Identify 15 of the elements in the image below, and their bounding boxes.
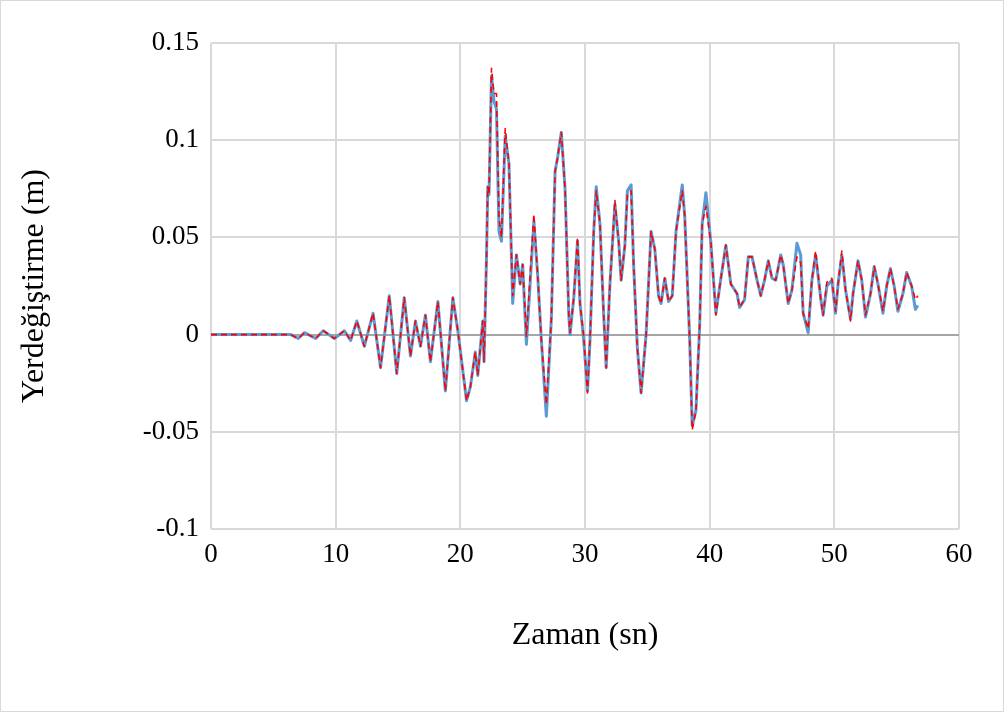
y-tick-label: 0.15	[151, 26, 199, 57]
x-tick-label: 30	[571, 538, 599, 569]
x-tick-label: 20	[446, 538, 474, 569]
x-axis-title: Zaman (sn)	[511, 615, 659, 652]
x-tick-label: 0	[204, 538, 218, 569]
y-tick-label: -0.05	[142, 414, 199, 445]
y-tick-label: 0.05	[151, 220, 199, 251]
y-tick-label: 0.1	[165, 123, 199, 154]
y-tick-label: -0.1	[156, 512, 199, 543]
x-tick-label: 40	[696, 538, 724, 569]
y-axis-title: Yerdeğiştirme (m)	[13, 168, 50, 404]
x-tick-label: 10	[322, 538, 350, 569]
y-tick-label: 0	[185, 317, 199, 348]
x-tick-label: 60	[945, 538, 973, 569]
x-tick-label: 50	[820, 538, 848, 569]
